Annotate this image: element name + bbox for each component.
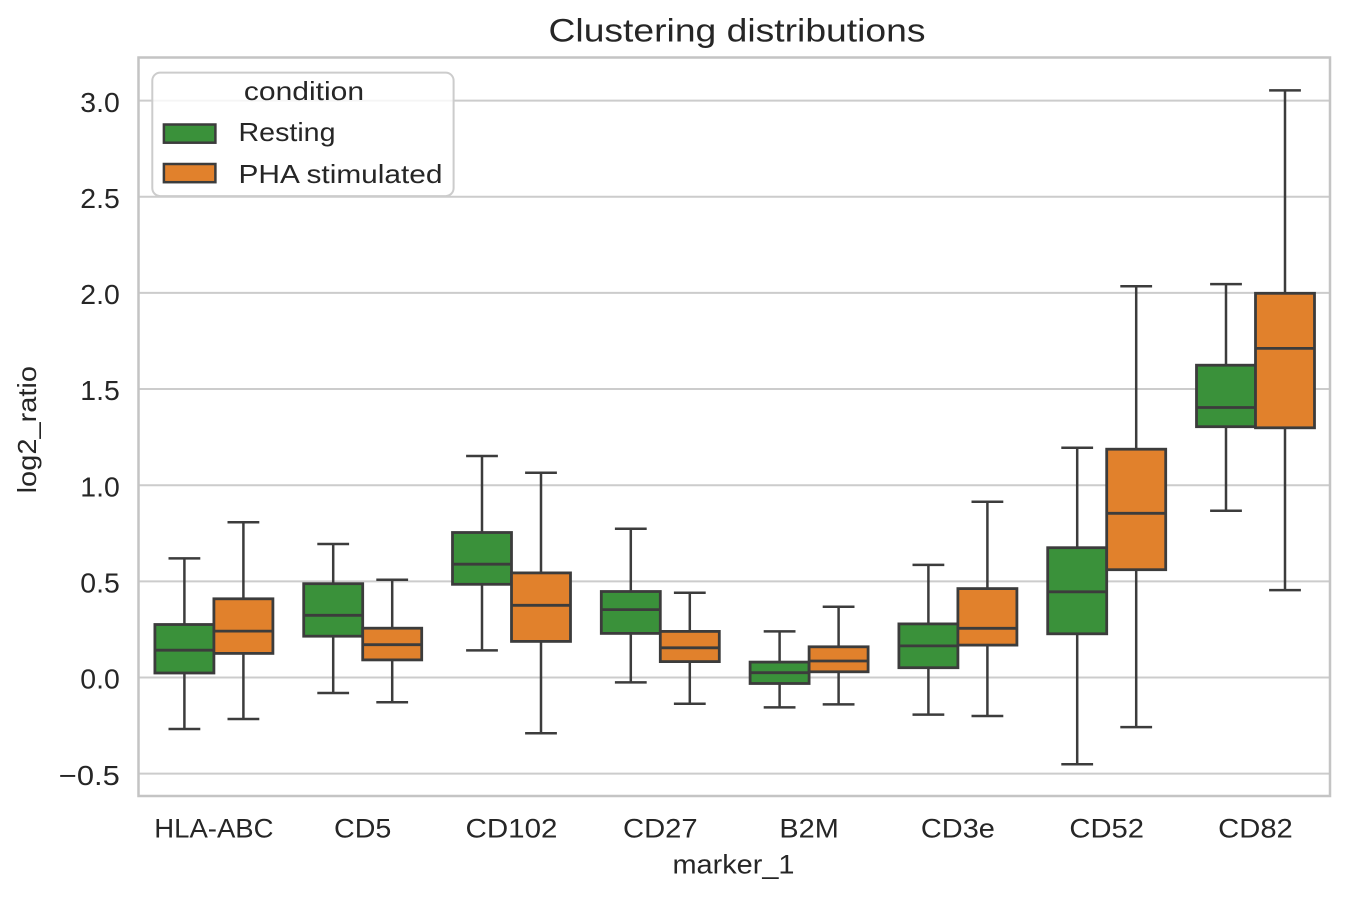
svg-text:0.5: 0.5	[80, 568, 120, 599]
svg-text:CD3e: CD3e	[921, 812, 995, 843]
svg-text:−0.5: −0.5	[59, 760, 120, 791]
svg-text:3.0: 3.0	[80, 87, 120, 118]
svg-text:B2M: B2M	[779, 812, 838, 843]
svg-text:marker_1: marker_1	[673, 848, 795, 879]
svg-text:CD5: CD5	[334, 812, 391, 843]
svg-text:condition: condition	[244, 76, 364, 106]
svg-text:PHA stimulated: PHA stimulated	[239, 161, 443, 189]
svg-text:2.5: 2.5	[80, 183, 120, 214]
svg-text:CD27: CD27	[623, 812, 698, 843]
svg-text:CD52: CD52	[1069, 812, 1144, 843]
svg-text:log2_ratio: log2_ratio	[12, 366, 42, 493]
svg-text:Resting: Resting	[239, 119, 336, 147]
svg-text:2.0: 2.0	[80, 279, 120, 310]
svg-text:CD102: CD102	[466, 812, 558, 843]
svg-text:CD82: CD82	[1218, 812, 1293, 843]
svg-text:HLA-ABC: HLA-ABC	[154, 812, 273, 843]
svg-text:1.5: 1.5	[80, 375, 120, 406]
svg-text:1.0: 1.0	[80, 471, 120, 502]
svg-text:Clustering distributions: Clustering distributions	[549, 13, 926, 49]
svg-text:0.0: 0.0	[80, 664, 120, 695]
